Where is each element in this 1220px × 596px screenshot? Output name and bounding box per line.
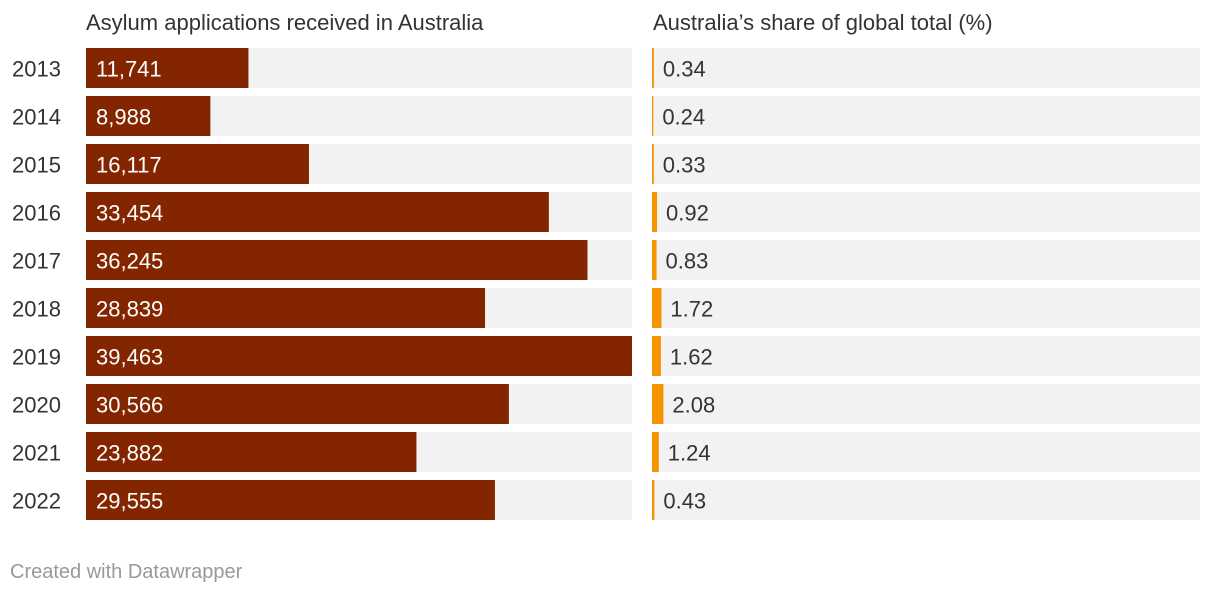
applications-bar	[86, 192, 549, 232]
share-value-label: 1.62	[670, 345, 713, 370]
applications-bar	[86, 432, 417, 472]
share-bar-track	[652, 480, 1200, 520]
share-value-label: 0.24	[662, 105, 705, 130]
year-label: 2021	[12, 441, 61, 466]
applications-bar	[86, 144, 309, 184]
share-value-label: 0.34	[663, 57, 706, 82]
share-value-label: 1.24	[668, 441, 711, 466]
share-bar-track	[652, 144, 1200, 184]
share-bar	[652, 336, 661, 376]
applications-bar	[86, 384, 509, 424]
year-label: 2014	[12, 105, 61, 130]
share-bar-track	[652, 432, 1200, 472]
applications-bar	[86, 48, 249, 88]
share-bar	[652, 432, 659, 472]
applications-bar	[86, 96, 211, 136]
applications-value-label: 8,988	[96, 105, 151, 130]
datawrapper-credit[interactable]: Created with Datawrapper	[10, 561, 243, 583]
year-label: 2017	[12, 249, 61, 274]
share-value-label: 0.92	[666, 201, 709, 226]
share-value-label: 0.33	[663, 153, 706, 178]
share-bar	[652, 192, 658, 232]
applications-value-label: 39,463	[96, 345, 163, 370]
share-value-label: 2.08	[672, 393, 715, 418]
year-label: 2016	[12, 201, 61, 226]
share-bar	[652, 288, 662, 328]
share-bar	[652, 240, 657, 280]
asylum-bar-chart: 2013 11,741 0.34 2014 8,988 0.24 2015 16,117 0.3…	[12, 48, 1200, 520]
applications-bar	[86, 288, 486, 328]
applications-column-title: Asylum applications received in Australi…	[86, 10, 484, 35]
applications-value-label: 11,741	[96, 57, 162, 82]
share-column-title: Australia’s share of global total (%)	[653, 10, 993, 35]
year-label: 2015	[12, 153, 61, 178]
applications-value-label: 33,454	[96, 201, 163, 226]
year-label: 2020	[12, 393, 61, 418]
applications-bar	[86, 240, 588, 280]
applications-value-label: 30,566	[96, 393, 163, 418]
share-bar	[652, 384, 664, 424]
share-bar-track	[652, 48, 1200, 88]
applications-value-label: 28,839	[96, 297, 163, 322]
year-label: 2013	[12, 57, 61, 82]
applications-value-label: 23,882	[96, 441, 163, 466]
share-value-label: 0.43	[663, 489, 706, 514]
share-bar-track	[652, 336, 1200, 376]
applications-bar	[86, 336, 632, 376]
applications-value-label: 16,117	[96, 153, 162, 178]
share-bar-track	[652, 192, 1200, 232]
applications-bar	[86, 480, 495, 520]
year-label: 2018	[12, 297, 61, 322]
share-bar-track	[652, 96, 1200, 136]
share-bar	[652, 144, 654, 184]
applications-value-label: 29,555	[96, 489, 163, 514]
applications-value-label: 36,245	[96, 249, 163, 274]
share-bar-track	[652, 384, 1200, 424]
share-bar-track	[652, 288, 1200, 328]
share-bar	[652, 480, 655, 520]
share-bar	[652, 96, 654, 136]
share-value-label: 1.72	[670, 297, 713, 322]
year-label: 2019	[12, 345, 61, 370]
year-label: 2022	[12, 489, 61, 514]
share-bar-track	[652, 240, 1200, 280]
share-value-label: 0.83	[666, 249, 709, 274]
share-bar	[652, 48, 654, 88]
